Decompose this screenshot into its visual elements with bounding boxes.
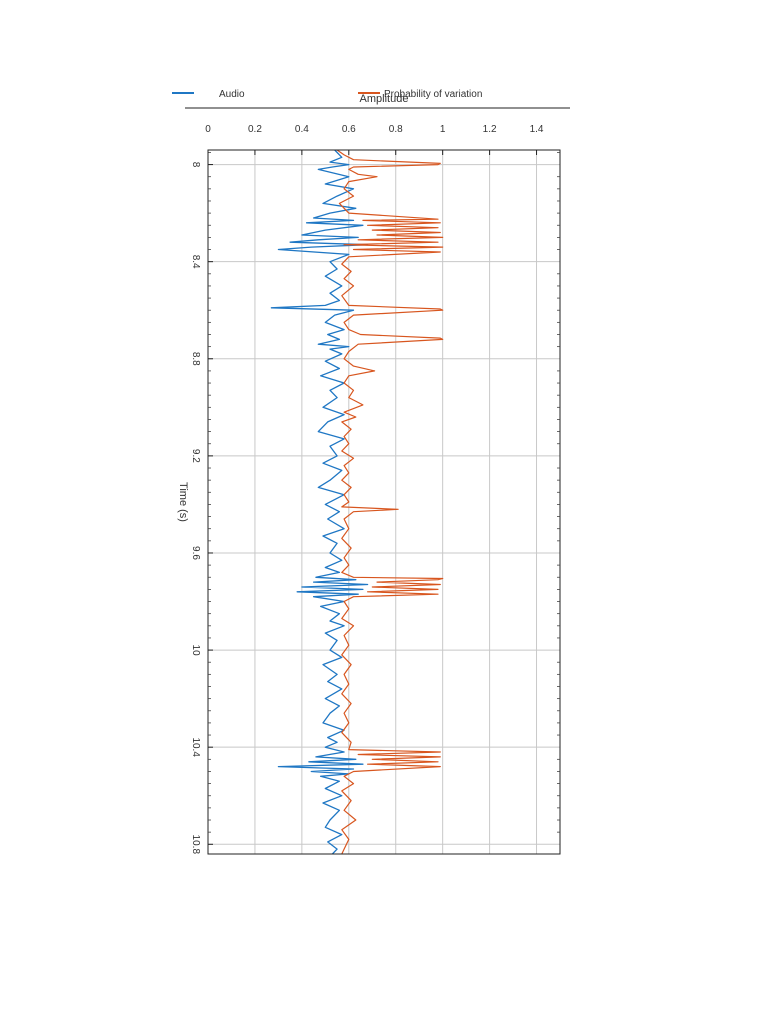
series-line-probability-of-variation (336, 149, 444, 855)
x-axis-label: Time (s) (177, 482, 189, 522)
axis-ticks: 8 8.4 8.8 9.2 9.6 10 10.4 10.8 0 0.2 0.4 0.6 0.8 1 1.2… (190, 124, 560, 854)
legend-label-probability: Probability of variation (384, 89, 482, 100)
series-line-audio (270, 149, 369, 855)
y-tick-label: 0.4 (295, 124, 309, 135)
x-tick-label: 10.8 (190, 835, 201, 855)
series-lines (270, 149, 444, 855)
y-tick-label: 0.2 (248, 124, 262, 135)
x-tick-label: 9.2 (190, 449, 201, 463)
legend: Audio Probability of variation (172, 89, 570, 109)
y-tick-label: 1.2 (483, 124, 497, 135)
x-tick-label: 10 (190, 645, 201, 657)
y-tick-label: 0 (205, 124, 211, 135)
x-tick-label: 10.4 (190, 737, 201, 757)
x-tick-label: 9.6 (190, 546, 201, 560)
legend-label-audio: Audio (219, 89, 245, 100)
y-axis-label: Amplitude (360, 93, 409, 105)
y-tick-label: 1 (440, 124, 446, 135)
plot-frame (207, 149, 561, 855)
grid-lines (207, 150, 560, 854)
y-tick-label: 0.6 (342, 124, 356, 135)
x-tick-label: 8.8 (190, 352, 201, 366)
x-tick-label: 8.4 (190, 255, 201, 269)
x-tick-label: 8 (190, 162, 201, 168)
y-tick-label: 1.4 (530, 124, 544, 135)
y-tick-label: 0.8 (389, 124, 403, 135)
